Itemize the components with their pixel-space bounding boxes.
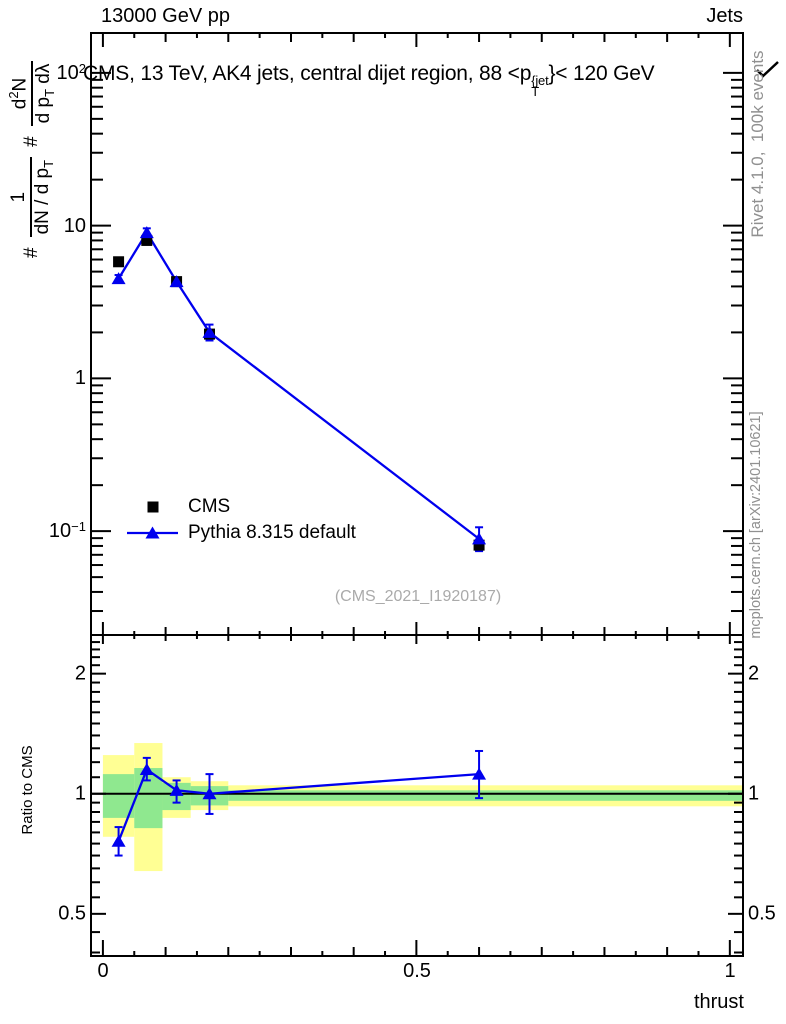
- x-tick-label-05: 0.5: [403, 960, 431, 982]
- x-axis-label: thrust: [693, 991, 744, 1013]
- ylabel-hash-2: #: [21, 136, 42, 147]
- mcplots-arxiv-note: mcplots.cern.ch [arXiv:2401.10621]: [748, 411, 764, 639]
- ylabel-frac2-numerator: d2N: [6, 60, 34, 127]
- ylabel-frac2-den-text: d p: [33, 96, 55, 124]
- rivet-version-note: Rivet 4.1.0, 100k events: [748, 50, 767, 238]
- ytick-base: 1: [74, 367, 86, 389]
- x-tick-label-1: 1: [724, 960, 736, 982]
- legend-label-cms: CMS: [188, 496, 231, 517]
- main-y-axis-label: # 1 dN / d pT # d2N d pT dλ: [4, 28, 60, 258]
- ylabel-frac2-num-sup: 2: [6, 91, 22, 99]
- process-label: Jets: [706, 5, 743, 27]
- ylabel-frac1-den-text: dN / d p: [31, 167, 53, 235]
- beam-energy-label: 13000 GeV pp: [101, 5, 230, 27]
- ratio-tick-right-05: 0.5: [748, 902, 776, 925]
- ratio-y-axis-label: Ratio to CMS: [19, 745, 36, 835]
- ylabel-frac2-num-pre: d: [9, 98, 31, 110]
- plot-title-post: }< 120 GeV: [548, 62, 655, 85]
- ylabel-frac2-den-sub: T: [42, 88, 58, 97]
- ylabel-fraction-2: d2N d pT dλ: [6, 60, 58, 127]
- ylabel-frac2-denominator: d pT dλ: [33, 61, 58, 127]
- ylabel-hash-1: #: [21, 247, 42, 258]
- x-tick-label-0: 0: [97, 960, 109, 982]
- ytick-base: 10: [56, 62, 79, 84]
- ytick-base: 10: [63, 215, 86, 237]
- ylabel-frac1-denominator: dN / d pT: [31, 157, 56, 238]
- ratio-tick-left-2: 2: [74, 662, 86, 685]
- ylabel-fraction-1: 1 dN / d pT: [8, 156, 56, 238]
- analysis-id-watermark: (CMS_2021_I1920187): [334, 588, 502, 605]
- ratio-tick-right-2: 2: [748, 662, 760, 685]
- plot-title-sub: T: [531, 84, 539, 99]
- ylabel-frac2-den-post: dλ: [33, 63, 55, 89]
- ylabel-frac1-den-sub: T: [40, 159, 56, 168]
- plot-title-pre: CMS, 13 TeV, AK4 jets, central dijet reg…: [83, 62, 532, 85]
- y-tick-label-1: 1: [75, 366, 86, 390]
- ytick-base: 10: [48, 520, 72, 542]
- ylabel-frac1-numerator: 1: [8, 156, 32, 238]
- plot-title-sup: {jet: [531, 73, 549, 88]
- ratio-tick-right-1: 1: [748, 782, 760, 805]
- y-tick-label-1e-1: 10−1: [49, 519, 86, 543]
- ylabel-frac2-num-post: N: [9, 77, 31, 92]
- plot-title: CMS, 13 TeV, AK4 jets, central dijet reg…: [83, 62, 655, 99]
- legend-label-pythia: Pythia 8.315 default: [188, 522, 356, 543]
- y-tick-label-1e1: 10: [64, 214, 86, 238]
- ratio-tick-left-05: 0.5: [58, 902, 86, 925]
- y-tick-label-1e2: 102: [57, 61, 86, 85]
- ytick-exp: 2: [78, 61, 86, 76]
- plot-title-supsub: {jet T: [531, 73, 549, 99]
- ratio-tick-left-1: 1: [74, 782, 86, 805]
- ytick-exp: −1: [71, 519, 86, 534]
